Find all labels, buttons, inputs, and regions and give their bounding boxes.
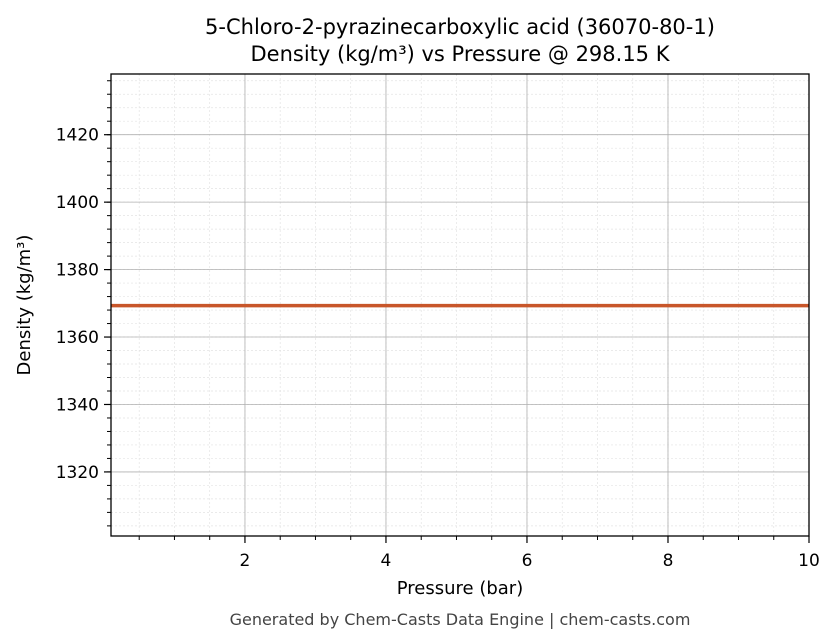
x-tick-label: 4 — [381, 551, 392, 571]
x-axis-ticks: 2 4 6 8 10 — [138, 536, 820, 571]
y-tick-label: 1380 — [56, 261, 99, 281]
y-tick-label: 1320 — [56, 463, 99, 483]
y-tick-label: 1360 — [56, 328, 99, 348]
x-tick-label: 2 — [240, 551, 251, 571]
y-axis-label: Density (kg/m³) — [14, 235, 35, 376]
major-grid — [111, 74, 809, 536]
chart-title: 5-Chloro-2-pyrazinecarboxylic acid (3607… — [205, 15, 715, 39]
x-tick-label: 8 — [663, 551, 674, 571]
y-tick-label: 1340 — [56, 395, 99, 415]
x-tick-label: 6 — [522, 551, 533, 571]
footer-credit: Generated by Chem-Casts Data Engine | ch… — [230, 610, 691, 629]
y-tick-label: 1400 — [56, 193, 99, 213]
plot-frame — [110, 73, 810, 537]
x-axis-label: Pressure (bar) — [397, 578, 523, 599]
y-axis-ticks: 1320 1340 1360 1380 1400 1420 — [56, 80, 111, 527]
x-tick-label: 10 — [798, 551, 820, 571]
chart-subtitle: Density (kg/m³) vs Pressure @ 298.15 K — [250, 42, 670, 66]
y-tick-label: 1420 — [56, 126, 99, 146]
